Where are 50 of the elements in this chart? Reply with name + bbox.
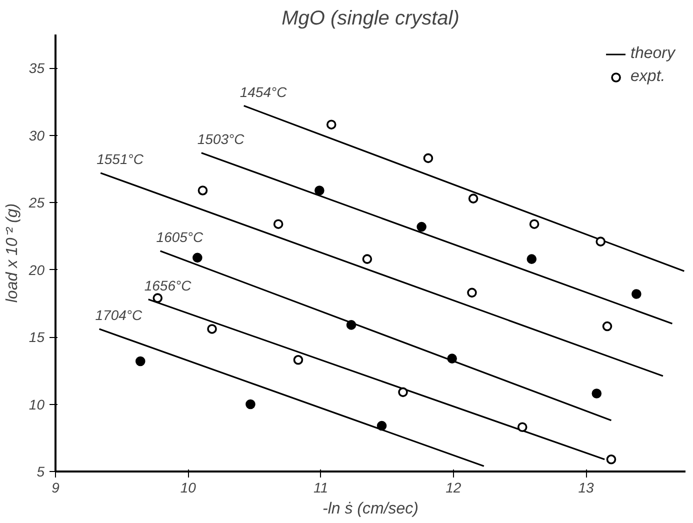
point — [198, 186, 208, 196]
point — [326, 120, 336, 130]
point — [602, 321, 612, 332]
point — [592, 388, 602, 398]
x-tick-label: 9 — [52, 480, 60, 496]
x-axis-title: -ln ṡ (cm/sec) — [322, 500, 418, 518]
point — [207, 324, 217, 334]
annotation: 1454°C — [240, 84, 288, 100]
y-tick-label: 35 — [28, 60, 45, 76]
point — [529, 219, 540, 229]
point — [447, 354, 457, 364]
point — [416, 222, 426, 232]
y-tick-label: 10 — [28, 396, 45, 412]
point — [192, 252, 202, 263]
point — [596, 236, 606, 246]
x-tick-label: 12 — [446, 480, 462, 496]
point — [632, 289, 642, 299]
point — [517, 422, 528, 432]
annotation: 1704°C — [95, 306, 144, 323]
y-tick-label: 30 — [28, 127, 45, 144]
y-tick-label: 25 — [28, 194, 45, 211]
point — [246, 399, 256, 410]
y-tick-label: 15 — [28, 329, 45, 346]
annotation: 1551°C — [96, 150, 144, 167]
y-axis-title: load x 10⁻² (g) — [4, 203, 21, 303]
point — [526, 254, 537, 264]
x-tick-label: 10 — [180, 480, 196, 496]
point — [398, 387, 408, 398]
point — [346, 320, 356, 330]
point — [135, 356, 146, 366]
point — [273, 219, 284, 229]
point — [467, 288, 477, 298]
x-tick-label: 11 — [313, 480, 328, 496]
point — [423, 153, 434, 164]
chart-title: MgO (single crystal) — [282, 8, 460, 30]
annotation: 1605°C — [156, 228, 204, 245]
legend-label: expt. — [630, 68, 666, 86]
point — [362, 254, 372, 264]
point — [314, 186, 324, 196]
point — [376, 420, 387, 431]
point — [468, 194, 478, 204]
annotation: 1656°C — [144, 277, 192, 294]
legend-label: theory — [630, 45, 675, 63]
point — [293, 355, 304, 365]
y-tick-label: 5 — [36, 464, 45, 480]
point — [606, 454, 616, 464]
point — [152, 293, 163, 303]
annotation: 1503°C — [197, 130, 246, 147]
x-tick-label: 13 — [578, 480, 594, 496]
y-tick-label: 20 — [28, 262, 45, 278]
